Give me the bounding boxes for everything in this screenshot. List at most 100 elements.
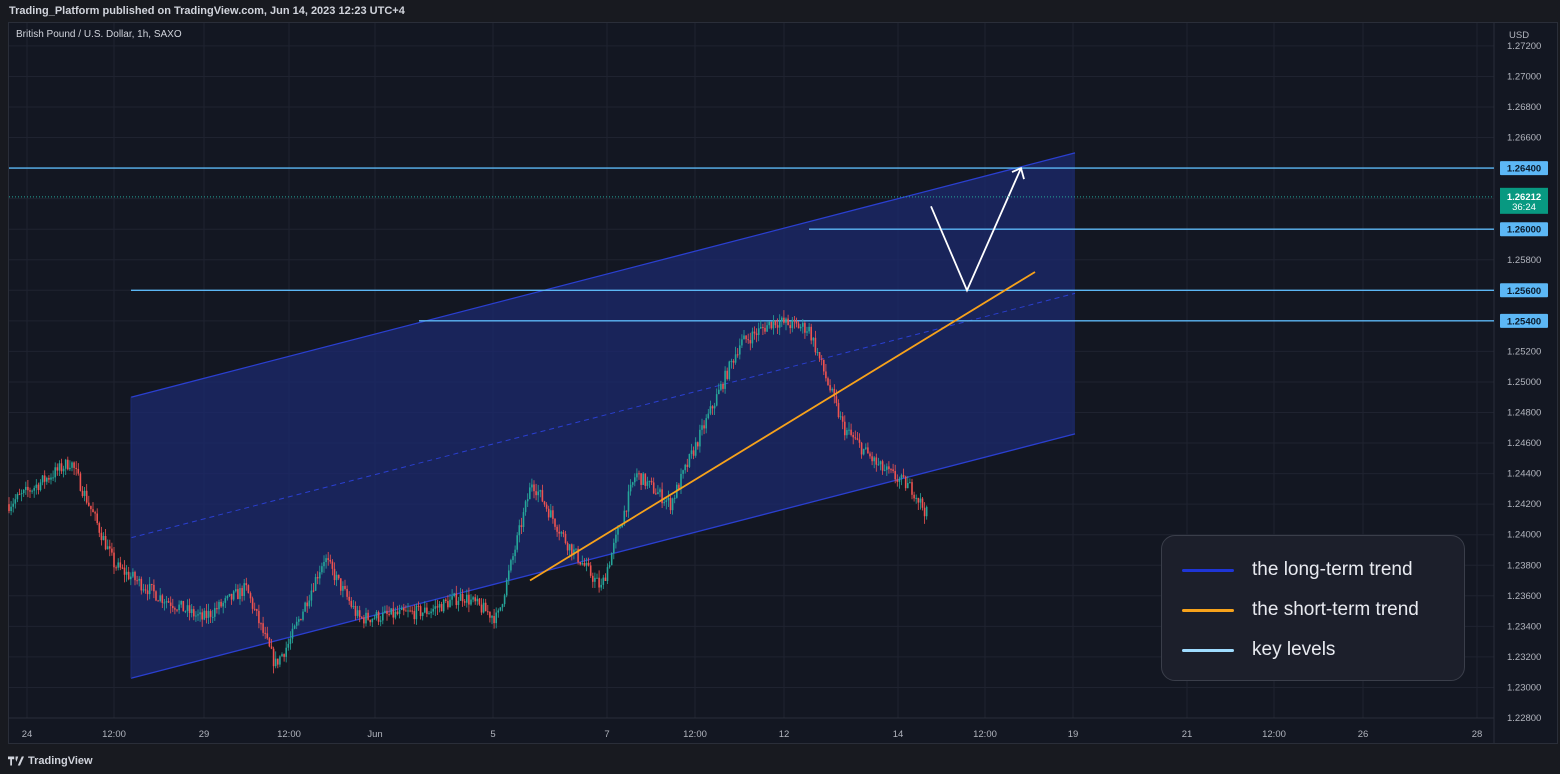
candle-body: [804, 323, 806, 333]
candle-body: [617, 528, 619, 535]
candle-body: [638, 473, 640, 475]
candle-body: [109, 546, 111, 549]
candle-body: [497, 610, 500, 613]
candle-body: [724, 370, 726, 389]
candle-body: [564, 533, 567, 544]
candle-body: [230, 593, 233, 600]
candle-body: [308, 600, 311, 607]
candle-body: [56, 467, 59, 471]
candle-body: [686, 464, 689, 467]
candle-body: [394, 611, 397, 618]
candle-body: [856, 438, 859, 440]
candle-body: [371, 618, 374, 623]
candle-body: [174, 608, 176, 610]
candle-body: [531, 484, 533, 488]
candle-body: [806, 331, 808, 333]
price-tick-label: 1.24600: [1507, 438, 1541, 449]
candle-body: [232, 591, 235, 600]
candle-body: [659, 489, 661, 493]
candle-body: [869, 453, 871, 457]
candle-body: [707, 413, 710, 419]
legend-item-long-term: the long-term trend: [1182, 558, 1413, 582]
candle-body: [818, 352, 821, 359]
candle-body: [291, 628, 294, 639]
candle-body: [37, 484, 40, 491]
candle-body: [468, 594, 470, 605]
candle-body: [134, 571, 136, 581]
candle-body: [890, 469, 892, 471]
candle-body: [121, 567, 124, 569]
candle-body: [184, 611, 187, 613]
candle-body: [310, 590, 313, 601]
candle-body: [235, 589, 237, 592]
candle-body: [602, 577, 605, 585]
candle-body: [159, 595, 161, 601]
candle-body: [119, 562, 122, 568]
projection-path: [930, 167, 1022, 293]
candle-body: [243, 583, 245, 596]
candle-body: [12, 503, 14, 507]
candle-body: [10, 506, 12, 512]
candle-body: [764, 327, 766, 332]
candle-body: [896, 479, 899, 482]
candle-body: [781, 317, 783, 322]
candle-body: [409, 610, 411, 612]
candle-body: [799, 326, 802, 329]
candle-body: [841, 416, 844, 422]
candle-body: [904, 476, 907, 489]
candle-body: [877, 464, 880, 466]
price-tick-label: 1.22800: [1507, 713, 1541, 724]
candle-body: [27, 486, 29, 491]
candle-body: [518, 525, 521, 536]
candle-body: [39, 482, 42, 491]
candle-body: [865, 447, 867, 449]
candle-body: [130, 576, 132, 580]
candle-body: [556, 526, 558, 532]
candle-body: [459, 593, 462, 601]
candle-body: [81, 490, 84, 496]
candle-body: [60, 463, 63, 472]
candle-body: [400, 607, 403, 610]
candle-body: [190, 609, 193, 613]
price-tick-label: 1.26800: [1507, 102, 1541, 113]
candle-body: [405, 610, 407, 612]
candle-body: [539, 490, 542, 492]
candle-body: [75, 467, 77, 469]
candle-body: [226, 595, 229, 599]
footer-bar: TradingView: [0, 748, 1560, 774]
candle-body: [665, 500, 668, 503]
candle-body: [772, 320, 775, 329]
candle-body: [365, 612, 367, 624]
candle-body: [495, 612, 497, 624]
candle-body: [161, 595, 164, 603]
candle-body: [132, 571, 134, 577]
candle-body: [726, 370, 728, 379]
candle-body: [749, 340, 752, 344]
candle-body: [277, 658, 279, 665]
candle-body: [583, 562, 586, 566]
candle-body: [461, 593, 464, 602]
candle-body: [186, 605, 189, 612]
candle-body: [787, 318, 789, 326]
tradingview-logo-icon[interactable]: [8, 756, 24, 766]
candle-body: [694, 442, 697, 456]
candle-body: [657, 492, 659, 495]
price-tick-label: 1.24400: [1507, 469, 1541, 480]
candle-body: [214, 608, 216, 617]
legend-label-short-term: the short-term trend: [1252, 599, 1419, 620]
candle-body: [136, 580, 138, 582]
candle-body: [293, 625, 296, 629]
candle-body: [295, 621, 298, 626]
candle-body: [655, 493, 657, 495]
candle-body: [493, 616, 495, 624]
candle-body: [178, 604, 180, 611]
candle-body: [157, 600, 159, 602]
tradingview-brand[interactable]: TradingView: [28, 755, 93, 767]
key-level-badge-label: 1.26000: [1507, 225, 1541, 236]
candle-body: [373, 618, 376, 620]
candle-body: [760, 326, 762, 329]
candle-body: [736, 354, 739, 356]
candle-body: [73, 462, 75, 468]
candle-body: [153, 584, 155, 592]
